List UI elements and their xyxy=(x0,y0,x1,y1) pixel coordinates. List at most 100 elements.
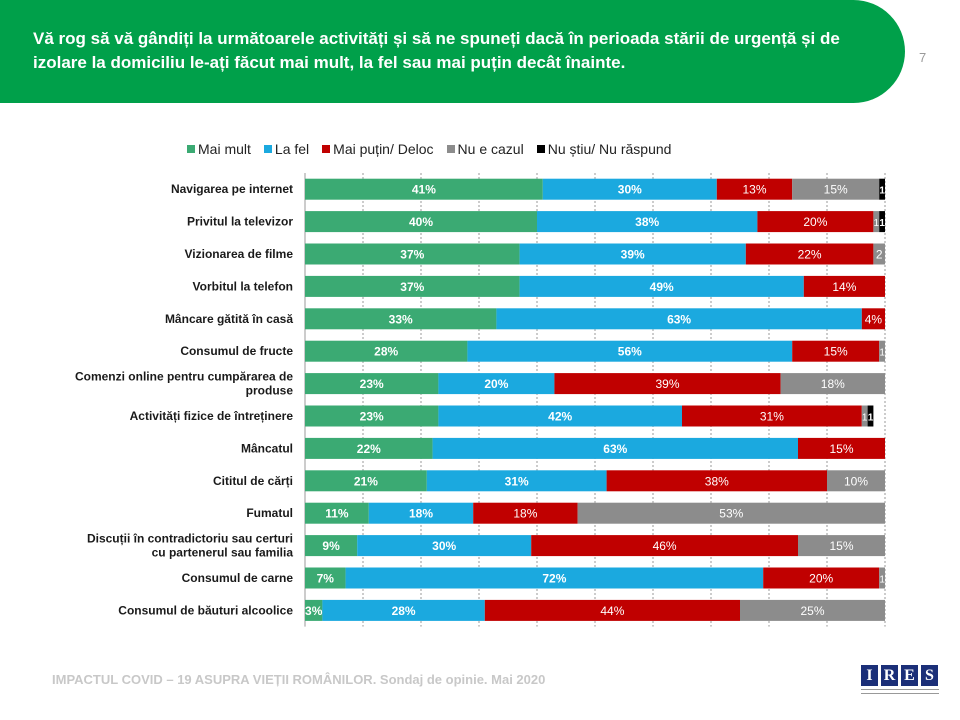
bar-segment xyxy=(740,599,885,621)
data-label: 18% xyxy=(513,507,537,521)
data-label: 37% xyxy=(400,248,424,262)
bar-segment xyxy=(542,178,717,200)
data-label: 28% xyxy=(392,604,416,618)
data-label: 39% xyxy=(655,377,679,391)
bar-segment xyxy=(473,502,578,524)
data-label: 30% xyxy=(618,183,642,197)
legend-label: Nu e cazul xyxy=(457,141,524,157)
bar-segment xyxy=(305,599,323,621)
legend-swatch xyxy=(446,145,455,153)
bar-segment xyxy=(757,211,874,233)
data-label: 31% xyxy=(505,474,529,488)
category-label: Fumatul xyxy=(246,506,293,520)
data-label: 14% xyxy=(832,280,856,294)
bar-segment xyxy=(861,308,885,330)
bar-segment xyxy=(305,567,346,589)
data-label: 56% xyxy=(618,345,642,359)
bar-segment xyxy=(763,567,880,589)
category-label: Consumul de băuturi alcoolice xyxy=(118,603,293,617)
bar-segment xyxy=(484,599,740,621)
legend-item-mai-mult: Mai mult xyxy=(187,141,251,157)
legend-label: Nu știu/ Nu răspund xyxy=(547,141,672,157)
data-label: 3% xyxy=(305,604,323,618)
bar-segment xyxy=(531,535,798,557)
data-label: 38% xyxy=(705,474,729,488)
data-label: 1 xyxy=(879,575,885,586)
bar-segment xyxy=(798,437,885,459)
data-label: 37% xyxy=(400,280,424,294)
bar-segment xyxy=(496,308,862,330)
bar-segment xyxy=(873,243,885,265)
data-label: 41% xyxy=(412,183,436,197)
bar-segment xyxy=(305,308,497,330)
logo-letter: S xyxy=(921,665,938,686)
page-number: 7 xyxy=(919,50,927,65)
data-label: 46% xyxy=(653,539,677,553)
data-label: 53% xyxy=(719,507,743,521)
logo-letter: I xyxy=(861,665,878,686)
legend-swatch xyxy=(187,145,195,153)
bar-segment xyxy=(357,535,532,557)
data-label: 39% xyxy=(621,248,645,262)
bar-segment xyxy=(305,275,520,297)
bar-segment xyxy=(305,243,520,265)
bar-segment xyxy=(792,340,880,362)
category-label: Mâncatul xyxy=(241,441,293,455)
bar-segment xyxy=(305,502,369,524)
bar-segment xyxy=(780,373,885,395)
data-label: 9% xyxy=(322,539,340,553)
data-label: 18% xyxy=(821,377,845,391)
data-label: 28% xyxy=(374,345,398,359)
bar-segment xyxy=(519,275,804,297)
bar-segment xyxy=(861,405,868,427)
data-label: 10% xyxy=(844,474,868,488)
data-label: 1 xyxy=(879,218,885,229)
data-label: 30% xyxy=(432,539,456,553)
logo-letter: E xyxy=(901,665,918,686)
bar-segment xyxy=(305,373,439,395)
bar-segment xyxy=(879,567,885,589)
data-label: 20% xyxy=(809,572,833,586)
legend-label: Mai puțin/ Deloc xyxy=(333,141,434,157)
category-label: Cititul de cărți xyxy=(213,474,293,488)
data-label: 31% xyxy=(760,410,784,424)
legend-swatch xyxy=(263,145,272,153)
data-label: 20% xyxy=(803,215,827,229)
data-label: 7% xyxy=(317,572,335,586)
bar-segment xyxy=(745,243,874,265)
category-label: Vorbitul la telefon xyxy=(193,279,293,293)
legend-swatch xyxy=(322,145,331,153)
category-label: Discuții în contradictoriu sau certuri cu… xyxy=(87,532,293,560)
chart-legend: Mai mult La fel Mai puțin/ Deloc Nu e ca… xyxy=(187,140,684,158)
bar-segment xyxy=(792,178,880,200)
bar-segment xyxy=(798,535,885,557)
data-label: 15% xyxy=(824,345,848,359)
ires-logo: I R E S xyxy=(861,665,941,697)
page-title: Vă rog să vă gândiți la următoarele acti… xyxy=(33,29,840,72)
data-label: 63% xyxy=(667,312,691,326)
data-label: 23% xyxy=(360,410,384,424)
bar-segment xyxy=(879,211,885,233)
data-label: 1 xyxy=(862,413,868,424)
bar-segment xyxy=(305,340,468,362)
category-label: Mâncare gătită în casă xyxy=(165,312,293,326)
data-label: 1 xyxy=(874,218,880,229)
data-label: 23% xyxy=(360,377,384,391)
data-label: 1 xyxy=(868,413,874,424)
category-label: Consumul de fructe xyxy=(180,344,293,358)
data-label: 49% xyxy=(650,280,674,294)
category-label: Consumul de carne xyxy=(182,571,294,585)
category-label: Activități fizice de întreținere xyxy=(130,409,294,423)
bar-segment xyxy=(368,502,474,524)
data-label: 63% xyxy=(603,442,627,456)
category-label: Vizionarea de filme xyxy=(185,247,294,261)
bar-segment xyxy=(682,405,862,427)
footer-text: IMPACTUL COVID – 19 ASUPRA VIEȚII ROMÂNI… xyxy=(52,672,546,687)
data-label: 2 xyxy=(876,248,883,262)
bar-segment xyxy=(867,405,874,427)
bar-segment xyxy=(537,211,758,233)
legend-item-mai-putin: Mai puțin/ Deloc xyxy=(322,141,434,157)
data-label: 4% xyxy=(865,312,883,326)
data-label: 42% xyxy=(548,410,572,424)
data-label: 15% xyxy=(829,442,853,456)
